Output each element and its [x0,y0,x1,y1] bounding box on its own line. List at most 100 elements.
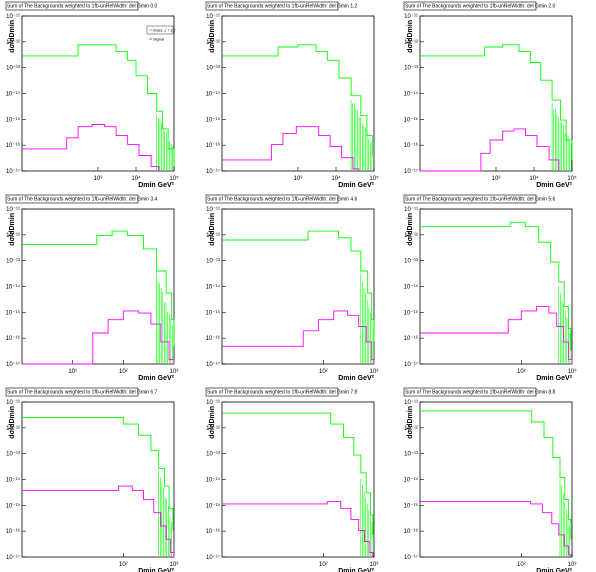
y-tick-label: 10⁻¹⁵ [206,309,221,316]
y-axis-label: dσ/dDmin [9,20,16,53]
x-axis-label: Dmin GeV² [536,182,572,189]
y-tick-label: 10⁻¹¹ [6,14,20,20]
x-tick-label: 10² [319,562,328,568]
y-tick-label: 10⁻¹⁴ [6,284,21,291]
signal-histogram [420,128,560,172]
x-tick-label: 10² [517,369,526,375]
y-tick-label: 10⁻¹⁶ [206,142,221,149]
y-tick-label: 10⁻¹² [404,426,418,432]
background-histogram [420,410,572,540]
y-tick-label: 10⁻¹⁷ [206,554,220,561]
chart-title-box [5,387,139,397]
y-tick-label: 10⁻¹⁵ [404,116,419,123]
y-tick-label: 10⁻¹⁷ [206,361,220,368]
y-axis-label: dσ/dDmin [407,406,414,439]
x-axis-label: Dmin GeV² [138,375,174,382]
y-tick-label: 10⁻¹⁶ [6,142,21,149]
legend-box [146,25,174,35]
y-tick-label: 10⁻¹¹ [404,207,418,213]
y-tick-label: 10⁻¹⁷ [404,168,418,175]
x-tick-label: 10³ [370,369,379,375]
background-histogram [222,230,375,342]
x-tick-label: 10³ [94,176,103,182]
chart-title-box [403,194,537,204]
y-tick-label: 10⁻¹⁴ [206,284,221,291]
y-axis-label: dσ/dDmin [209,20,216,53]
x-tick-label: 10⁴ [529,175,539,182]
chart-panel-6: Sum of The Backgrounds weighted to 1fb-u… [403,194,577,382]
y-tick-label: 10⁻¹⁶ [404,528,419,535]
plot-frame [221,401,375,558]
x-tick-label: 10³ [294,176,303,182]
y-axis-label: dσ/dDmin [407,213,414,246]
y-tick-label: 10⁻¹⁶ [206,335,221,342]
y-tick-label: 10⁻¹⁵ [6,309,21,316]
y-tick-label: 10⁻¹⁶ [6,335,21,342]
signal-histogram [222,126,360,171]
y-tick-label: 10⁻¹³ [404,452,418,458]
y-tick-label: 10⁻¹⁶ [404,142,419,149]
x-axis-label: Dmin GeV² [536,568,572,572]
y-tick-label: 10⁻¹¹ [6,207,20,213]
signal-histogram [22,485,175,557]
y-axis-label: dσ/dDmin [9,406,16,439]
signal-histogram [22,124,160,171]
chart-title: Sum of The Backgrounds weighted to 1fb-u… [207,4,357,10]
chart-title: Sum of The Backgrounds weighted to 1fb-u… [405,390,555,396]
x-axis-label: Dmin GeV² [138,568,174,572]
x-tick-label: 10³ [568,562,577,568]
signal-histogram [22,310,175,365]
y-tick-label: 10⁻¹³ [206,66,220,72]
y-axis-label: dσ/dDmin [209,213,216,246]
chart-title: Sum of The Backgrounds weighted to 1fb-u… [207,197,357,203]
y-tick-label: 10⁻¹⁷ [6,554,20,561]
y-tick-label: 10⁻¹¹ [404,400,418,406]
chart-title-box [403,1,537,11]
x-axis-label: Dmin GeV² [338,375,374,382]
y-tick-label: 10⁻¹⁵ [6,116,21,123]
y-tick-label: 10⁻¹³ [6,452,20,458]
y-tick-label: 10⁻¹² [6,426,20,432]
y-axis-label: dσ/dDmin [407,20,414,53]
plot-frame [21,401,175,558]
x-tick-label: 10³ [170,562,179,568]
x-tick-label: 10⁴ [131,175,141,182]
y-tick-label: 10⁻¹² [206,426,220,432]
x-tick-label: 10³ [568,369,577,375]
signal-histogram [222,310,375,364]
chart-title: Sum of The Backgrounds weighted to 1fb-u… [405,4,555,10]
chart-title: Sum of The Backgrounds weighted to 1fb-u… [405,197,555,203]
y-tick-label: 10⁻¹² [6,233,20,239]
y-tick-label: 10⁻¹² [206,40,220,46]
x-tick-label: 10⁵ [169,175,179,182]
signal-histogram [222,501,374,557]
background-histogram [420,44,573,160]
background-histogram [22,44,175,167]
chart-panel-3: Sum of The Backgrounds weighted to 1fb-u… [403,1,577,189]
x-axis-label: Dmin GeV² [536,375,572,382]
y-tick-label: 10⁻¹² [6,40,20,46]
x-axis-label: Dmin GeV² [338,182,374,189]
y-tick-label: 10⁻¹⁶ [206,528,221,535]
background-histogram [22,230,175,347]
x-tick-label: 10² [319,369,328,375]
y-tick-label: 10⁻¹² [404,40,418,46]
chart-title-box [403,387,537,397]
x-tick-label: 10⁵ [369,175,379,182]
y-tick-label: 10⁻¹³ [404,66,418,72]
plot-frame [419,401,573,558]
chart-title-box [205,194,339,204]
x-tick-label: 10³ [492,176,501,182]
chart-title-box [205,387,339,397]
chart-title: Sum of The Backgrounds weighted to 1fb-u… [7,197,157,203]
y-tick-label: 10⁻¹¹ [206,14,220,20]
y-tick-label: 10⁻¹⁴ [6,91,21,98]
y-tick-label: 10⁻¹⁶ [6,528,21,535]
x-tick-label: 10⁵ [567,175,577,182]
y-tick-label: 10⁻¹¹ [206,400,220,406]
background-histogram [420,221,572,351]
y-tick-label: 10⁻¹² [206,233,220,239]
y-axis-label: dσ/dDmin [209,406,216,439]
x-axis-label: Dmin GeV² [338,568,374,572]
